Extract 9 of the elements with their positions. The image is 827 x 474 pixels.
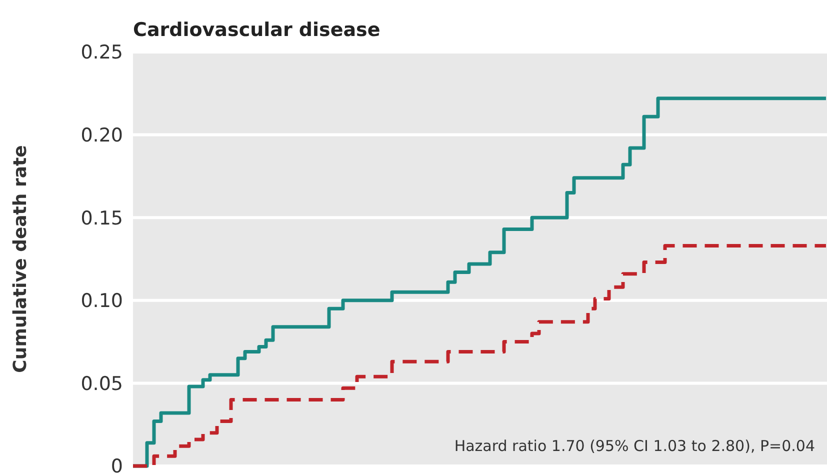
chart-title: Cardiovascular disease	[133, 19, 380, 41]
y-tick-label: 0.20	[80, 124, 123, 146]
y-tick-label: 0	[110, 456, 123, 474]
y-tick-label: 0.15	[80, 207, 123, 230]
y-axis-title: Cumulative death rate	[10, 145, 31, 373]
annotation: Hazard ratio 1.70 (95% CI 1.03 to 2.80), P=0.04	[454, 437, 815, 455]
y-tick-label: 0.05	[80, 372, 123, 395]
y-tick-label: 0.10	[80, 290, 123, 312]
y-tick-label: 0.25	[80, 42, 123, 64]
